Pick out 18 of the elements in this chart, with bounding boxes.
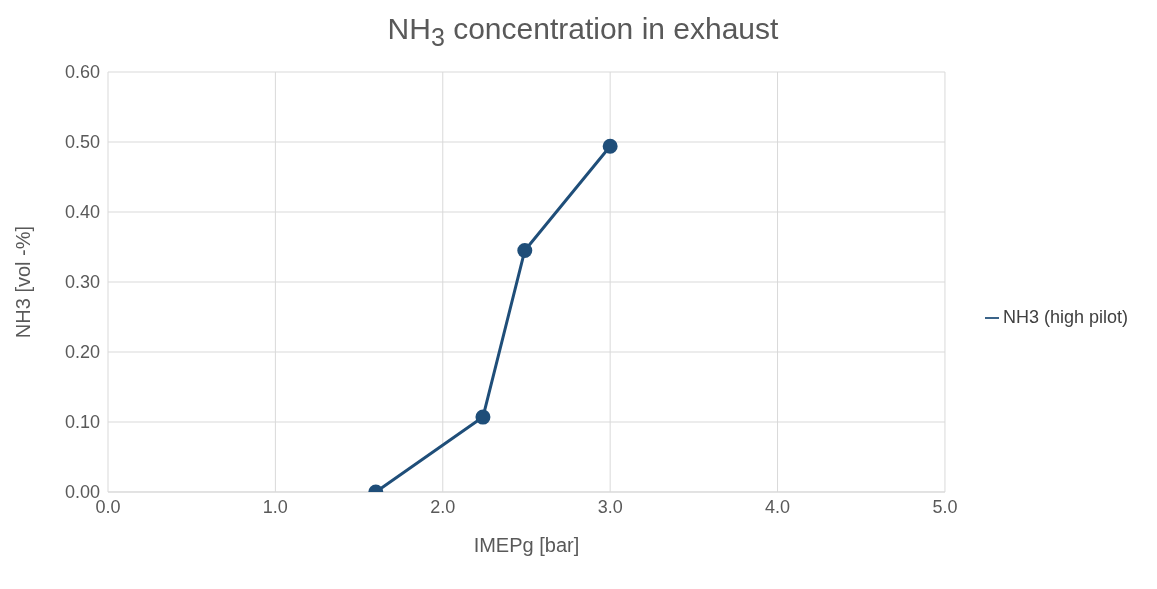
x-tick-label: 5.0 <box>932 496 958 517</box>
x-tick-label: 3.0 <box>597 496 623 517</box>
legend-label: NH3 (high pilot) <box>1002 306 1128 327</box>
x-tick-label: 4.0 <box>765 496 791 517</box>
point <box>475 409 491 425</box>
y-tick-label: 0.50 <box>64 132 100 153</box>
y-tick-label: 0.60 <box>64 62 100 83</box>
y-tick-label: 0.30 <box>64 272 100 293</box>
y-tick-label: 0.20 <box>64 342 100 363</box>
chart-title: NH$_{3}$ concentration in exhaust <box>386 11 780 52</box>
y-tick-label: 0.10 <box>64 412 100 433</box>
y-axis-title: NH3 [vol -%] <box>12 225 35 339</box>
x-tick-label: 1.0 <box>262 496 288 517</box>
x-axis-title: IMEPg [bar] <box>473 534 580 556</box>
point <box>517 243 533 258</box>
point <box>602 138 618 154</box>
y-tick-label: 0.40 <box>64 202 100 223</box>
x-tick-label: 2.0 <box>430 496 456 517</box>
